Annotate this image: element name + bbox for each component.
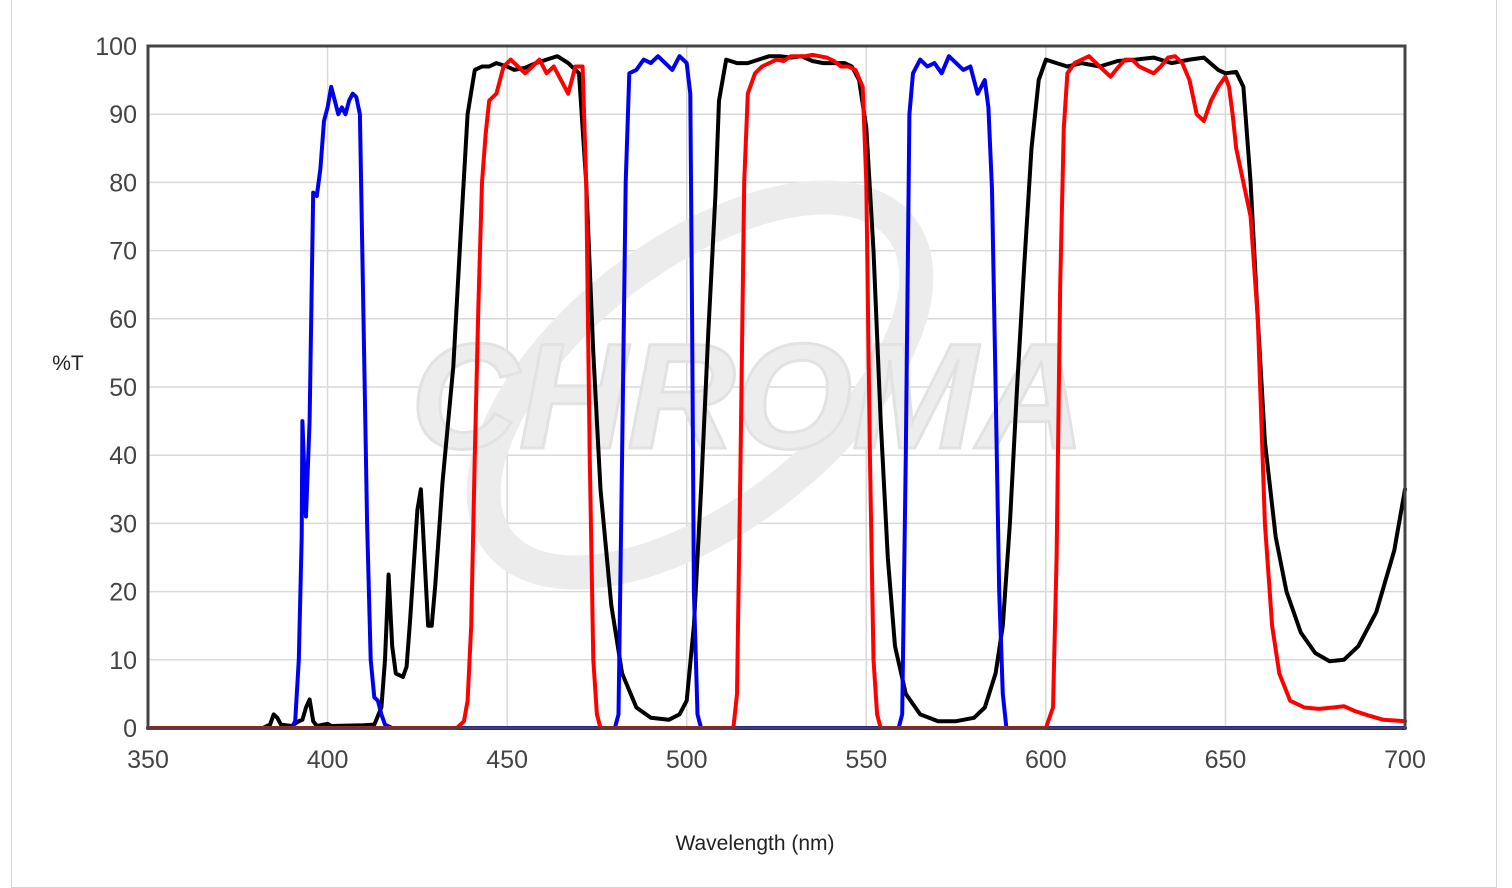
x-axis-label: Wavelength (nm) <box>675 832 834 855</box>
y-tick-label: 20 <box>109 579 137 607</box>
x-tick-label: 650 <box>1205 746 1247 774</box>
plot-border <box>146 44 1407 730</box>
x-tick-label: 350 <box>127 746 169 774</box>
series-line-2 <box>146 54 1407 730</box>
y-tick-labels: 0 10 20 30 40 50 60 70 80 90 100 <box>95 33 137 743</box>
x-tick-label: 400 <box>307 746 349 774</box>
watermark-swoosh <box>466 180 934 590</box>
x-tick-label: 500 <box>666 746 708 774</box>
x-tick-labels: 350 400 450 500 550 600 650 700 <box>127 746 1426 774</box>
y-tick-label: 80 <box>109 169 137 197</box>
y-tick-label: 30 <box>109 510 137 538</box>
x-tick-label: 700 <box>1384 746 1426 774</box>
y-tick-label: 10 <box>109 647 137 675</box>
series-lines <box>146 52 1407 730</box>
y-tick-label: 50 <box>109 374 137 402</box>
y-tick-label: 40 <box>109 442 137 470</box>
watermark-text: CHROMA <box>411 312 1086 480</box>
y-axis-label: %T <box>52 352 84 375</box>
y-tick-label: 60 <box>109 306 137 334</box>
watermark: CHROMA <box>409 180 1087 590</box>
x-tick-label: 600 <box>1025 746 1067 774</box>
series-line-1 <box>146 54 1407 730</box>
series-line-3 <box>146 52 1407 730</box>
y-tick-label: 100 <box>95 33 137 61</box>
x-tick-label: 450 <box>486 746 528 774</box>
y-tick-label: 0 <box>123 715 137 743</box>
x-tick-label: 550 <box>845 746 887 774</box>
y-tick-label: 70 <box>109 238 137 266</box>
y-tick-label: 90 <box>109 101 137 129</box>
